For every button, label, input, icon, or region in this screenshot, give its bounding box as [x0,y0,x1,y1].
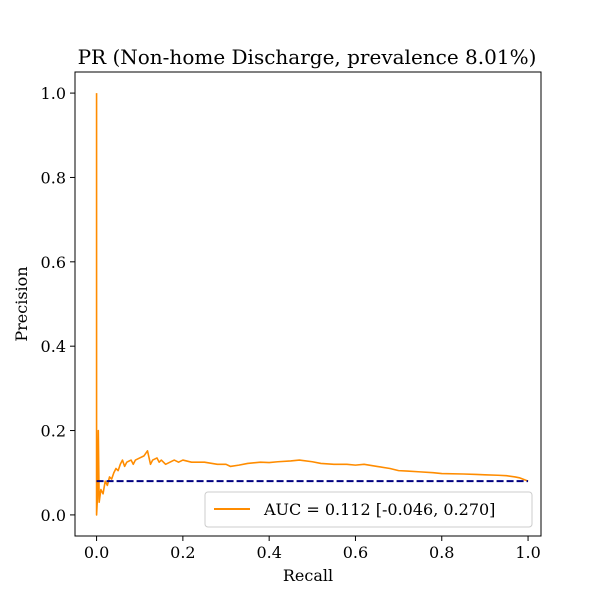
y-tick-label: 0.8 [41,168,66,187]
y-tick-label: 1.0 [41,84,66,103]
legend-box [204,491,533,528]
x-axis-label: Recall [283,566,333,585]
y-tick-label: 0.6 [41,253,66,272]
plot-frame [74,71,542,537]
y-tick-label: 0.4 [41,337,66,356]
plot-area [95,93,529,516]
x-tick-label: 0.8 [429,543,454,562]
legend: AUC = 0.112 [-0.046, 0.270] [204,491,533,528]
chart-title: PR (Non-home Discharge, prevalence 8.01%… [78,45,537,69]
x-tick-label: 0.4 [256,543,281,562]
legend-entry: AUC = 0.112 [-0.046, 0.270] [263,500,495,519]
y-axis-label: Precision [12,266,31,341]
x-tick-label: 0.2 [170,543,195,562]
pr-curve-line [95,93,529,516]
y-tick-label: 0.2 [41,422,66,441]
y-tick-label: 0.0 [41,506,66,525]
y-axis-ticks: 0.0 0.2 0.4 0.6 0.8 1.0 [41,84,75,525]
x-tick-label: 1.0 [515,543,540,562]
x-axis-ticks: 0.0 0.2 0.4 0.6 0.8 1.0 [84,536,541,562]
x-tick-label: 0.6 [343,543,368,562]
x-tick-label: 0.0 [84,543,109,562]
